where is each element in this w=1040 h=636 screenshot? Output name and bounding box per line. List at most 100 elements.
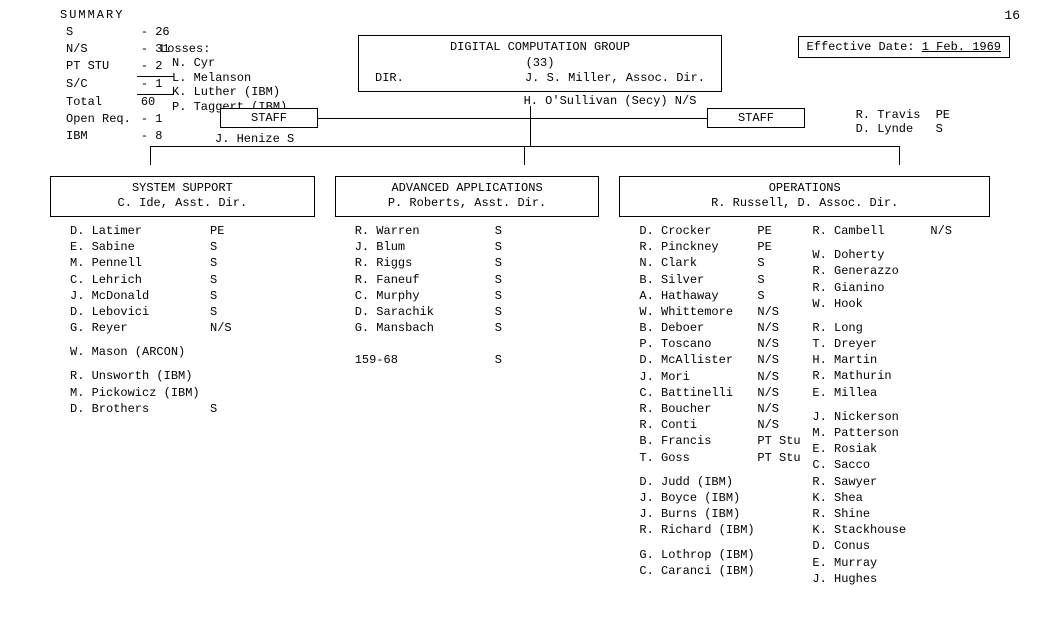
person-row: C. MurphyS — [355, 288, 600, 304]
person-row: M. Patterson — [812, 425, 975, 441]
person-name: M. Pennell — [70, 255, 210, 271]
person-row: R. Unsworth (IBM) — [70, 368, 315, 384]
person-row: R. Sawyer — [812, 474, 975, 490]
person-row: D. SarachikS — [355, 304, 600, 320]
person-row: W. WhittemoreN/S — [639, 304, 802, 320]
person-row: J. Hughes — [812, 571, 975, 587]
person-name: B. Silver — [639, 272, 757, 288]
person-code: PT Stu — [757, 433, 802, 449]
person-name: J. Mori — [639, 369, 757, 385]
person-row: J. Nickerson — [812, 409, 975, 425]
person-name: K. Shea — [812, 490, 930, 506]
person-name: D. Brothers — [70, 401, 210, 417]
person-code: S — [210, 288, 260, 304]
person-name: R. Generazzo — [812, 263, 930, 279]
person-name: R. Conti — [639, 417, 757, 433]
person-row: B. SilverS — [639, 272, 802, 288]
person-code: S — [210, 272, 260, 288]
person-code: PT Stu — [757, 450, 802, 466]
person-name: W. Whittemore — [639, 304, 757, 320]
person-name: T. Dreyer — [812, 336, 930, 352]
person-name: M. Pickowicz (IBM) — [70, 385, 210, 401]
person-name: D. McAllister — [639, 352, 757, 368]
person-name: R. Richard (IBM) — [639, 522, 757, 538]
person-code: S — [495, 320, 545, 336]
dept-operations: OPERATIONS R. Russell, D. Assoc. Dir. D.… — [619, 176, 990, 587]
person-name: H. Martin — [812, 352, 930, 368]
person-row: G. Lothrop (IBM) — [639, 547, 802, 563]
person-row: R. ContiN/S — [639, 417, 802, 433]
person-name: W. Mason (ARCON) — [70, 344, 210, 360]
root-dir-label: DIR. — [375, 71, 404, 87]
person-code: N/S — [757, 304, 802, 320]
person-code: S — [757, 288, 802, 304]
person-code: N/S — [757, 320, 802, 336]
person-code: N/S — [757, 417, 802, 433]
person-code: S — [210, 239, 260, 255]
staff-right-people: R. TravisPE D. LyndeS — [856, 108, 950, 137]
person-row: J. Boyce (IBM) — [639, 490, 802, 506]
person-name: T. Goss — [639, 450, 757, 466]
loss-item: L. Melanson — [172, 71, 287, 85]
losses-title: Losses: — [160, 42, 287, 56]
person-name: W. Hook — [812, 296, 930, 312]
person-name: E. Millea — [812, 385, 930, 401]
person-name: B. Francis — [639, 433, 757, 449]
person-code: S — [495, 304, 545, 320]
person-row: G. MansbachS — [355, 320, 600, 336]
effective-label: Effective Date: — [807, 40, 915, 54]
person-name: E. Sabine — [70, 239, 210, 255]
person-code: N/S — [757, 336, 802, 352]
person-row: W. Hook — [812, 296, 975, 312]
person-row: J. Burns (IBM) — [639, 506, 802, 522]
person-row: R. CambellN/S — [812, 223, 975, 239]
person-row: T. GossPT Stu — [639, 450, 802, 466]
person-name: J. Nickerson — [812, 409, 930, 425]
person-row: D. Judd (IBM) — [639, 474, 802, 490]
person-name: R. Riggs — [355, 255, 495, 271]
person-code: N/S — [930, 223, 975, 239]
person-row: K. Stackhouse — [812, 522, 975, 538]
person-name: A. Hathaway — [639, 288, 757, 304]
person-row: D. BrothersS — [70, 401, 315, 417]
person-name: D. Crocker — [639, 223, 757, 239]
person-name: D. Lebovici — [70, 304, 210, 320]
person-row: M. PennellS — [70, 255, 315, 271]
person-name: R. Mathurin — [812, 368, 930, 384]
person-row: T. Dreyer — [812, 336, 975, 352]
person-name: D. Conus — [812, 538, 930, 554]
root-count: (33) — [365, 56, 715, 72]
person-code: S — [210, 304, 260, 320]
person-row: E. Rosiak — [812, 441, 975, 457]
person-name: M. Patterson — [812, 425, 930, 441]
person-code: S — [495, 288, 545, 304]
person-name: G. Reyer — [70, 320, 210, 336]
dept-connector — [150, 146, 900, 147]
person-row: P. ToscanoN/S — [639, 336, 802, 352]
person-row: D. LatimerPE — [70, 223, 315, 239]
person-row: 159-68S — [355, 352, 600, 368]
root-dir-name: J. S. Miller, Assoc. Dir. — [525, 71, 705, 87]
person-name: R. Pinckney — [639, 239, 757, 255]
person-row: D. Conus — [812, 538, 975, 554]
person-row: A. HathawayS — [639, 288, 802, 304]
staff-left-person: J. Henize S — [215, 132, 294, 146]
person-code: N/S — [757, 385, 802, 401]
person-name: C. Murphy — [355, 288, 495, 304]
effective-date-box: Effective Date: 1 Feb. 1969 — [798, 36, 1010, 58]
person-name: R. Unsworth (IBM) — [70, 368, 210, 384]
person-code: S — [210, 255, 260, 271]
person-row: R. Generazzo — [812, 263, 975, 279]
person-row: B. DeboerN/S — [639, 320, 802, 336]
person-row: M. Pickowicz (IBM) — [70, 385, 315, 401]
person-name: J. McDonald — [70, 288, 210, 304]
person-code: N/S — [210, 320, 260, 336]
person-row: R. WarrenS — [355, 223, 600, 239]
person-code: N/S — [757, 369, 802, 385]
person-row: R. PinckneyPE — [639, 239, 802, 255]
person-code: PE — [757, 223, 802, 239]
person-row: D. LeboviciS — [70, 304, 315, 320]
person-code: S — [495, 239, 545, 255]
staff-box-right: STAFF — [707, 108, 805, 128]
person-name: G. Mansbach — [355, 320, 495, 336]
